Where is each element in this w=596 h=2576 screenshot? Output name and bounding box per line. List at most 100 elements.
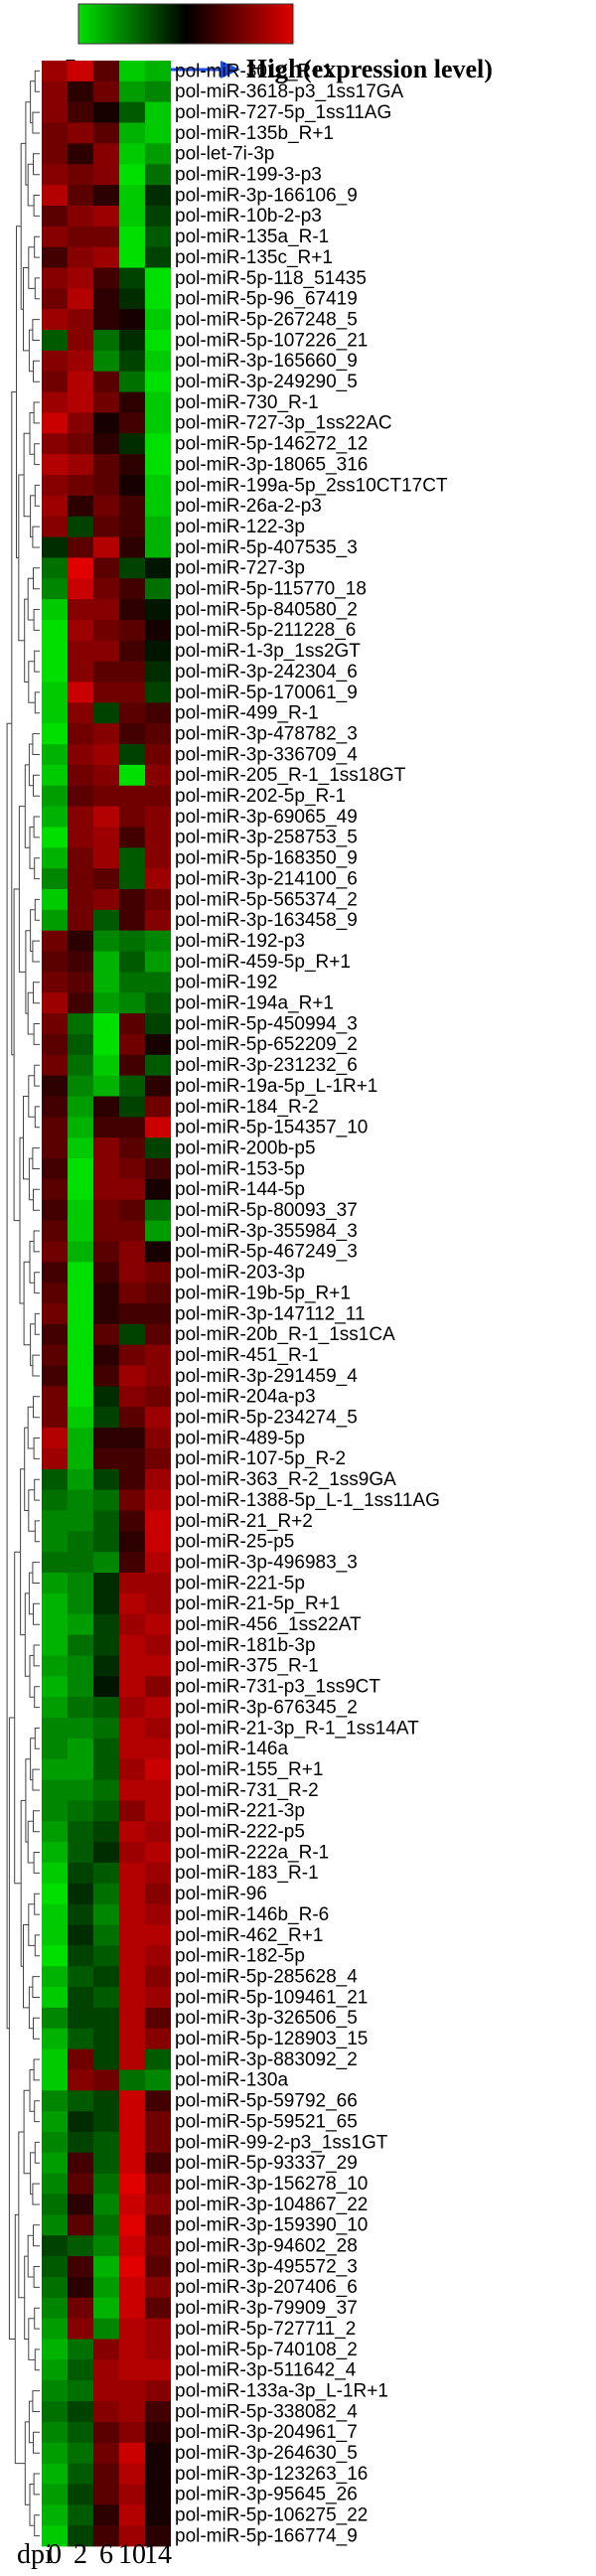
row-label: pol-miR-3p-69065_49 <box>175 807 358 828</box>
heatmap-cell <box>119 101 145 123</box>
heatmap-cell <box>68 226 93 248</box>
heatmap-cell <box>145 122 171 144</box>
dendrogram-branch <box>6 722 12 2030</box>
heatmap-cell <box>42 536 68 558</box>
heatmap-cell <box>68 516 93 537</box>
dendrogram-branch <box>33 609 40 631</box>
heatmap-cell <box>93 1655 119 1677</box>
heatmap-cell <box>145 889 171 911</box>
heatmap-cell <box>93 1178 119 1201</box>
row-label: pol-miR-3p-264630_5 <box>175 2443 358 2464</box>
heatmap-cell <box>68 205 93 227</box>
heatmap-cell <box>145 1592 171 1615</box>
heatmap-cell <box>145 2297 171 2320</box>
dendrogram-branch <box>33 1810 40 1833</box>
heatmap-cell <box>93 2276 119 2299</box>
heatmap-cell <box>145 619 171 642</box>
heatmap-cell <box>93 2380 119 2402</box>
heatmap-cell <box>119 1738 145 1760</box>
dendrogram-branch <box>33 1188 40 1211</box>
heatmap-cell <box>93 309 119 331</box>
heatmap-cell <box>68 723 93 745</box>
heatmap-cell <box>93 578 119 600</box>
heatmap-cell <box>119 2463 145 2485</box>
heatmap-cell <box>145 2173 171 2195</box>
heatmap-cell <box>119 744 145 766</box>
row-label: pol-miR-5p-168350_9 <box>175 848 358 869</box>
row-label: pol-miR-194a_R+1 <box>175 993 334 1014</box>
row-label: pol-miR-3p-104867_22 <box>175 2195 368 2215</box>
heatmap-cell <box>68 744 93 766</box>
heatmap-cell <box>145 1821 171 1843</box>
dendrogram-branch <box>33 774 40 797</box>
heatmap-cell <box>42 1386 68 1408</box>
heatmap-cell <box>68 930 93 952</box>
heatmap-cell <box>93 2152 119 2175</box>
heatmap-cell <box>119 1013 145 1035</box>
heatmap-cell <box>42 1428 68 1449</box>
dendrogram-branch <box>34 1893 40 1915</box>
heatmap-cell <box>42 1655 68 1677</box>
heatmap-cell <box>68 619 93 642</box>
heatmap-cell <box>42 2256 68 2278</box>
heatmap-cell <box>68 475 93 497</box>
heatmap-cell <box>119 80 145 103</box>
heatmap-cell <box>42 516 68 537</box>
heatmap-cell <box>119 2048 145 2070</box>
heatmap-cell <box>68 1800 93 1822</box>
heatmap-cell <box>119 61 145 82</box>
heatmap-cell <box>93 2484 119 2505</box>
heatmap-cell <box>93 1966 119 1988</box>
heatmap-cell <box>119 1779 145 1801</box>
heatmap-cell <box>68 1966 93 1988</box>
heatmap-cell <box>68 61 93 82</box>
heatmap-cell <box>119 2276 145 2299</box>
heatmap-cell <box>145 2090 171 2112</box>
dendrogram-branch <box>34 70 40 92</box>
dendrogram-branch <box>32 111 40 134</box>
row-label: pol-miR-489-5p <box>175 1428 305 1448</box>
heatmap-cell <box>42 412 68 434</box>
heatmap-cell <box>68 557 93 579</box>
heatmap-cell <box>119 1697 145 1719</box>
heatmap-cell <box>145 2028 171 2049</box>
heatmap-cell <box>68 122 93 144</box>
heatmap-cell <box>42 1945 68 1967</box>
row-label: pol-miR-5p-80093_37 <box>175 1200 358 1221</box>
heatmap-cell <box>93 454 119 476</box>
heatmap-cell <box>93 702 119 724</box>
dendrogram-branch <box>33 1023 40 1045</box>
row-label: pol-miR-199a-5p_2ss10CT17CT <box>175 475 448 496</box>
heatmap-cell <box>42 2214 68 2236</box>
heatmap-cell <box>93 1468 119 1491</box>
row-label: pol-miR-451_R-1 <box>175 1345 319 1366</box>
heatmap-cell <box>42 1510 68 1532</box>
heatmap-cell <box>119 1447 145 1470</box>
row-label: pol-miR-5p-59521_65 <box>175 2111 358 2132</box>
heatmap-cell <box>68 764 93 787</box>
heatmap-cell <box>119 371 145 392</box>
heatmap-cell <box>68 2339 93 2360</box>
dendrogram-branch <box>33 2224 40 2247</box>
row-label: pol-miR-200b-p5 <box>175 1137 316 1158</box>
heatmap-cell <box>93 1303 119 1325</box>
heatmap-cell <box>119 1178 145 1201</box>
row-label: pol-miR-183_R-1 <box>175 1863 319 1884</box>
dendrogram-branch <box>33 1852 40 1874</box>
heatmap-cell <box>119 785 145 807</box>
heatmap-cell <box>42 2235 68 2257</box>
row-label: pol-miR-3p-204961_7 <box>175 2422 358 2443</box>
heatmap-cell <box>42 2463 68 2485</box>
heatmap-cell <box>145 350 171 373</box>
heatmap-cell <box>145 2504 171 2526</box>
heatmap-cell <box>145 246 171 268</box>
heatmap-cell <box>68 1779 93 1801</box>
row-label: pol-miR-204a-p3 <box>175 1387 316 1408</box>
heatmap-cell <box>68 1758 93 1780</box>
heatmap-cell <box>68 2504 93 2526</box>
heatmap-cell <box>68 1158 93 1180</box>
heatmap-cell <box>93 1800 119 1822</box>
row-label: pol-miR-3p-336709_4 <box>175 744 358 765</box>
heatmap-cell <box>119 1883 145 1905</box>
heatmap-cell <box>42 2380 68 2402</box>
